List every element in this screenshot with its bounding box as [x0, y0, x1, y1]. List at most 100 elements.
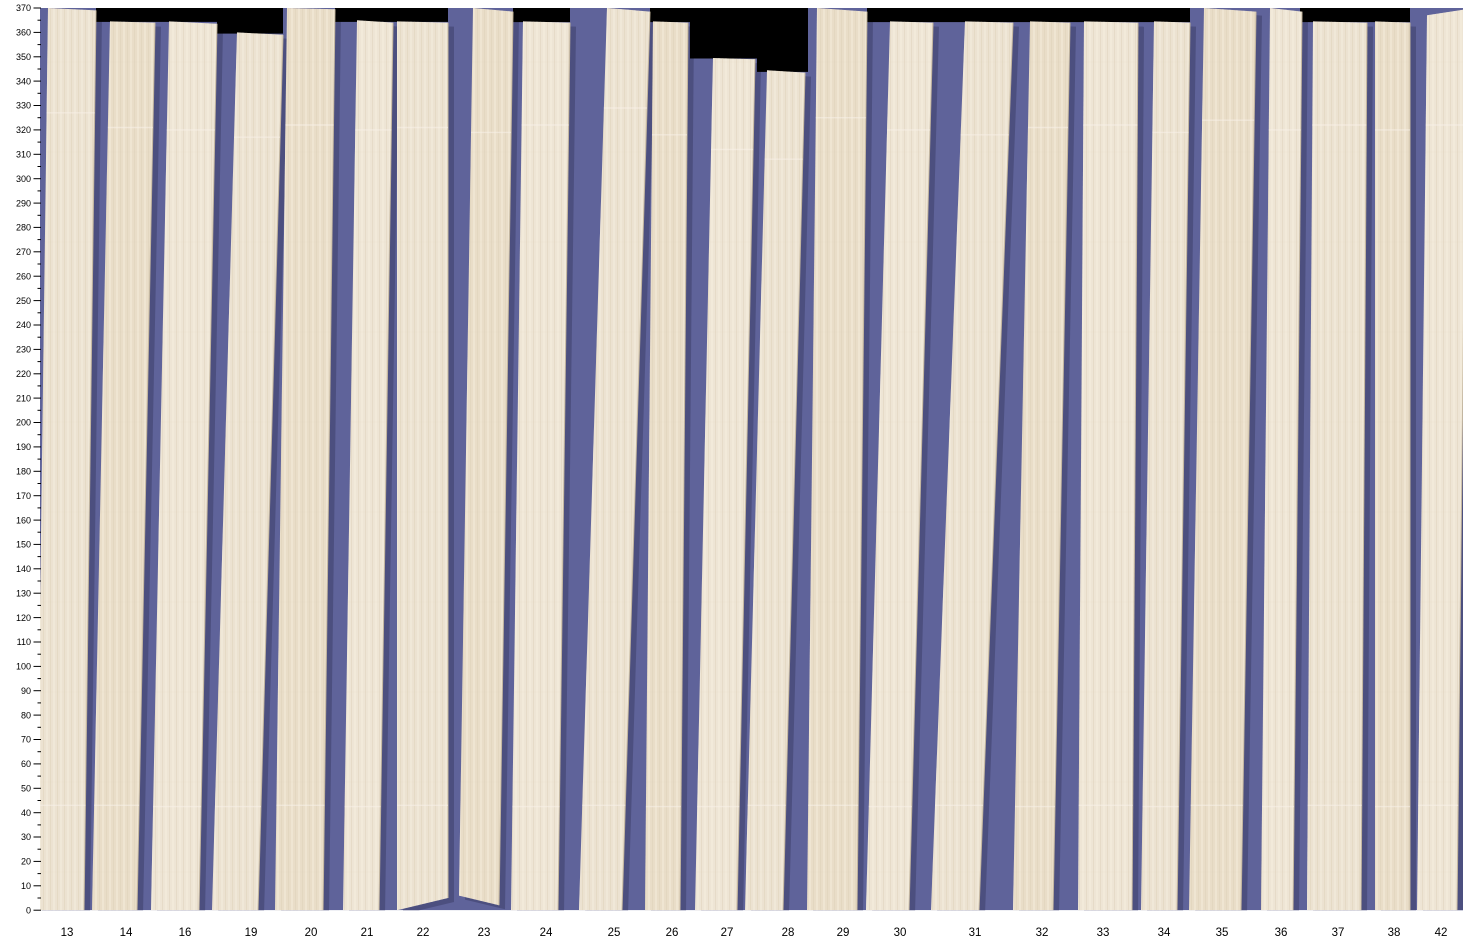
- y-axis-tick-label: 50: [21, 784, 31, 794]
- y-axis-tick-label: 0: [26, 905, 31, 915]
- y-axis-tick-label: 110: [17, 637, 31, 647]
- plank-edge: [257, 34, 284, 911]
- y-axis-tick-label: 140: [16, 564, 31, 574]
- x-axis-label: 26: [666, 927, 679, 939]
- x-axis-label: 30: [894, 927, 907, 939]
- y-axis-tick-label: 240: [16, 320, 31, 330]
- y-axis-tick-label: 370: [16, 3, 31, 13]
- missing-data-region: [690, 8, 757, 59]
- y-axis-tick-label: 70: [21, 735, 31, 745]
- y-axis-tick-label: 150: [16, 540, 31, 550]
- missing-data-region: [217, 8, 283, 34]
- plank-edge: [1360, 22, 1368, 911]
- plank-grain-overlay: [645, 21, 688, 911]
- x-axis-label: 31: [969, 927, 982, 939]
- plank-grain-overlay: [745, 70, 805, 911]
- x-axis-label: 25: [608, 927, 621, 939]
- plank-edge: [378, 22, 394, 911]
- plank-grain-overlay: [397, 21, 448, 911]
- y-axis-tick-label: 120: [16, 613, 31, 623]
- y-axis-tick-label: 250: [16, 296, 31, 306]
- x-axis-label: 28: [782, 927, 795, 939]
- y-axis-tick-label: 100: [16, 662, 31, 672]
- y-axis-tick-label: 190: [16, 442, 31, 452]
- plank-edge: [621, 11, 651, 911]
- plank-edge: [908, 22, 934, 911]
- y-axis-tick-label: 200: [16, 418, 31, 428]
- x-axis-label: 19: [245, 927, 258, 939]
- plank-grain-overlay: [1078, 21, 1138, 911]
- plank-edge: [322, 9, 336, 911]
- x-axis-label: 29: [837, 927, 850, 939]
- missing-data-region: [335, 8, 448, 22]
- plank-grain-overlay: [511, 21, 570, 911]
- y-axis-tick-label: 180: [16, 467, 31, 477]
- plank-edge: [136, 22, 156, 911]
- plank-grain-overlay: [459, 8, 513, 906]
- missing-data-region: [1300, 8, 1410, 23]
- plank-grain-overlay: [1375, 21, 1410, 911]
- x-axis-label: 24: [540, 927, 553, 939]
- plank-grain-overlay: [1189, 8, 1256, 911]
- x-axis-label: 37: [1332, 927, 1345, 939]
- y-axis-tick-label: 230: [16, 345, 31, 355]
- plank-grain-overlay: [343, 20, 393, 911]
- y-axis-tick-label: 220: [16, 369, 31, 379]
- plank-edge: [1456, 320, 1463, 911]
- plank-grain-overlay: [212, 32, 283, 911]
- plank-edge: [856, 11, 868, 911]
- y-axis-tick-label: 90: [21, 686, 31, 696]
- plank-grain-overlay: [866, 21, 933, 911]
- plank-edge: [1131, 22, 1139, 911]
- plot-area: [40, 8, 1463, 911]
- y-axis-tick-label: 340: [16, 76, 31, 86]
- plank-edge: [782, 72, 806, 911]
- x-axis-label: 13: [61, 927, 74, 939]
- plank-grain-overlay: [1013, 21, 1070, 911]
- plank-edge: [498, 11, 514, 906]
- plank-grain-overlay: [92, 21, 155, 911]
- missing-data-region: [96, 8, 217, 22]
- y-axis-tick-label: 60: [21, 759, 31, 769]
- x-axis: 13 14 16 19 20 21 22 23 24 25 26 27 28 29 30 31 32 33 34 35…: [61, 927, 1448, 939]
- x-axis-label: 20: [305, 927, 318, 939]
- plank-grain-overlay: [807, 8, 867, 911]
- y-axis-tick-label: 290: [16, 198, 31, 208]
- y-axis-tick-label: 40: [21, 808, 31, 818]
- x-axis-label: 16: [179, 927, 192, 939]
- plank-grain-overlay: [40, 8, 96, 911]
- y-axis-tick-label: 20: [21, 857, 31, 867]
- x-axis-label: 33: [1097, 927, 1110, 939]
- plank-grain-overlay: [151, 21, 217, 911]
- x-axis-label: 22: [417, 927, 430, 939]
- y-axis-tick-label: 320: [16, 125, 31, 135]
- x-axis-label: 36: [1275, 927, 1288, 939]
- plank-grain-overlay: [1261, 8, 1302, 911]
- y-axis-tick-label: 210: [16, 393, 31, 403]
- missing-data-region: [650, 8, 690, 23]
- y-axis-tick-label: 310: [16, 150, 31, 160]
- plank-edge: [83, 10, 97, 911]
- plank-edge: [1176, 22, 1191, 911]
- x-axis-label: 23: [478, 927, 491, 939]
- plank-grain-overlay: [275, 8, 335, 911]
- plank-grain-overlay: [695, 58, 755, 911]
- plank-edge: [1292, 11, 1303, 911]
- y-axis-tick-label: 350: [16, 52, 31, 62]
- plank-grain-overlay: [1307, 21, 1367, 911]
- x-axis-label: 32: [1036, 927, 1049, 939]
- missing-data-region: [757, 8, 808, 72]
- y-axis-tick-label: 80: [21, 710, 31, 720]
- plank-grain-overlay: [931, 21, 1013, 911]
- plank-edge: [978, 22, 1014, 911]
- x-axis-label: 38: [1388, 927, 1401, 939]
- y-axis-tick-label: 10: [21, 881, 31, 891]
- y-axis-tick-label: 300: [16, 174, 31, 184]
- plank-edge: [198, 23, 218, 911]
- y-axis-tick-label: 270: [16, 247, 31, 257]
- x-axis-label: 14: [120, 927, 133, 939]
- y-axis-tick-label: 260: [16, 271, 31, 281]
- plank-edge: [1052, 22, 1071, 911]
